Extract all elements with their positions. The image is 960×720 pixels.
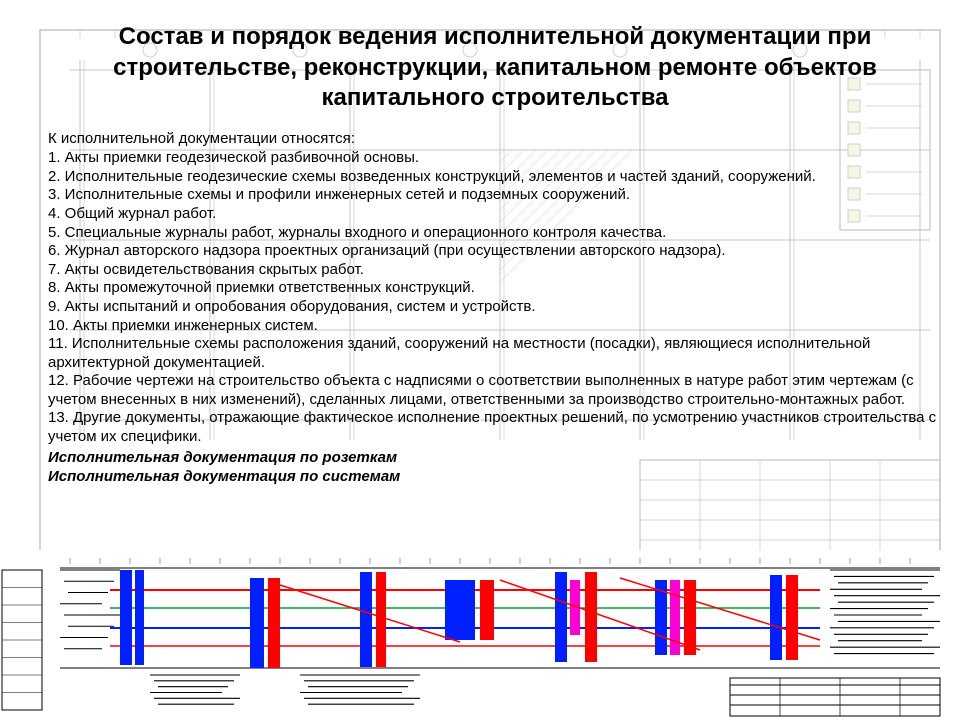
list-item: 7. Акты освидетельствования скрытых рабо… — [48, 261, 942, 280]
numbered-list: 1. Акты приемки геодезической разбивочно… — [48, 149, 942, 409]
slide-title: Состав и порядок ведения исполнительной … — [48, 22, 942, 114]
engineering-diagram — [0, 550, 960, 720]
list-item: 2. Исполнительные геодезические схемы во… — [48, 168, 942, 187]
list-item: 5. Специальные журналы работ, журналы вх… — [48, 224, 942, 243]
list-item: 1. Акты приемки геодезической разбивочно… — [48, 149, 942, 168]
list-item: 8. Акты промежуточной приемки ответствен… — [48, 279, 942, 298]
slide-content: Состав и порядок ведения исполнительной … — [0, 0, 960, 485]
intro-line: К исполнительной документации относятся: — [48, 130, 942, 147]
subheading: Исполнительная документация по розеткам — [48, 449, 942, 466]
list-item: 9. Акты испытаний и опробования оборудов… — [48, 298, 942, 317]
list-item-bold: 13. Другие документы, отражающие фактиче… — [48, 409, 942, 446]
list-item: 12. Рабочие чертежи на строительство объ… — [48, 372, 942, 409]
list-item: 4. Общий журнал работ. — [48, 205, 942, 224]
subheading: Исполнительная документация по системам — [48, 468, 942, 485]
list-item: 6. Журнал авторского надзора проектных о… — [48, 242, 942, 261]
list-item: 3. Исполнительные схемы и профили инжене… — [48, 186, 942, 205]
list-item: 10. Акты приемки инженерных систем. — [48, 317, 942, 336]
list-item: 11. Исполнительные схемы расположения зд… — [48, 335, 942, 372]
